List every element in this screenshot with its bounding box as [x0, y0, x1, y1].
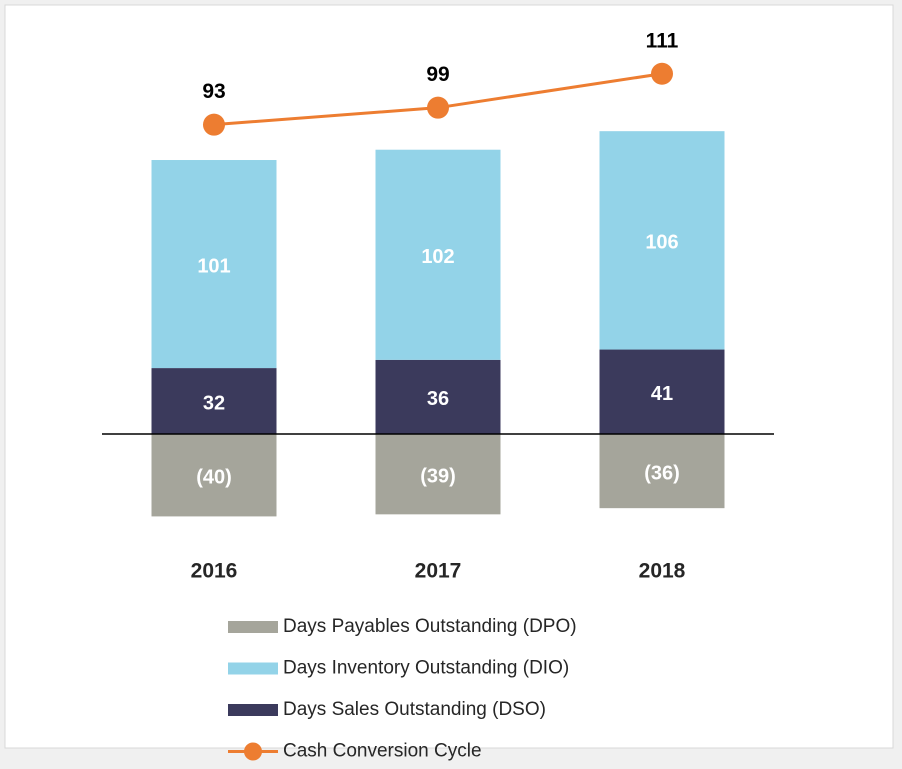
- data-label: 99: [426, 63, 449, 86]
- legend-label: Days Sales Outstanding (DSO): [283, 699, 546, 720]
- legend-label: Days Inventory Outstanding (DIO): [283, 658, 569, 679]
- legend-label: Cash Conversion Cycle: [283, 741, 482, 762]
- legend-swatch: [228, 662, 278, 675]
- data-label: 93: [202, 80, 225, 103]
- data-label: (36): [644, 462, 680, 484]
- data-label: 101: [197, 255, 230, 277]
- x-tick-label: 2016: [191, 560, 238, 583]
- legend-label: Days Payables Outstanding (DPO): [283, 616, 577, 637]
- bar-segment: [151, 160, 277, 369]
- line-marker: [203, 113, 225, 136]
- legend-swatch: [228, 704, 278, 716]
- data-label: 106: [645, 232, 678, 254]
- bar-segment: [375, 149, 501, 360]
- x-tick-label: 2017: [415, 560, 462, 583]
- data-label: 102: [421, 246, 454, 268]
- data-label: (39): [420, 465, 456, 487]
- bar-segment: [599, 349, 725, 434]
- x-tick-label: 2018: [639, 560, 686, 583]
- legend-swatch: [228, 621, 278, 633]
- data-label: 36: [427, 388, 449, 410]
- data-label: 41: [651, 383, 673, 405]
- legend-marker: [244, 742, 262, 761]
- data-label: 111: [646, 29, 679, 52]
- bar-segment: [151, 434, 277, 517]
- line-marker: [651, 62, 673, 85]
- bar-segment: [599, 131, 725, 350]
- data-label: (40): [196, 466, 232, 488]
- bar-segment: [599, 434, 725, 509]
- data-label: 32: [203, 392, 225, 414]
- bar-segment: [375, 359, 501, 434]
- bar-segment: [375, 434, 501, 515]
- line-marker: [427, 96, 449, 119]
- bar-segment: [151, 368, 277, 434]
